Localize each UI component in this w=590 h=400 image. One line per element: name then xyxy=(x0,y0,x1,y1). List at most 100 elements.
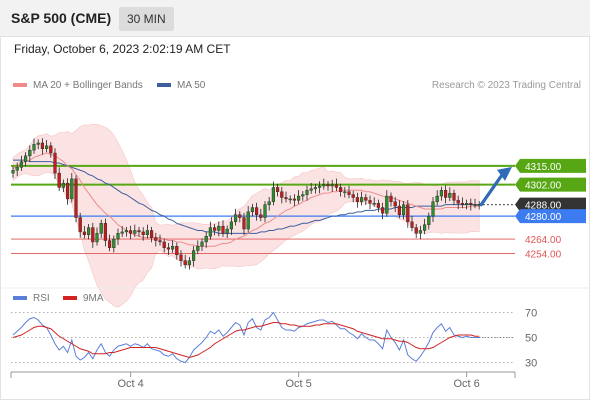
candle-body xyxy=(351,194,355,198)
candle-body xyxy=(225,228,229,234)
candle-body xyxy=(254,207,259,215)
candle xyxy=(402,201,406,220)
candle-body xyxy=(423,224,427,231)
legend-ma50: MA 50 xyxy=(157,80,205,91)
candle-body xyxy=(28,149,32,157)
candle-body xyxy=(154,237,158,241)
candle-body xyxy=(465,203,469,205)
level-tag-4288.00-bg xyxy=(515,197,586,212)
candle-body xyxy=(212,227,217,231)
candle-body xyxy=(435,195,439,202)
candle xyxy=(368,195,372,210)
level-tag-4254.00: 4254.00 xyxy=(525,249,562,260)
candle xyxy=(120,226,124,237)
candle-body xyxy=(196,246,200,251)
candle-body xyxy=(456,200,460,204)
candle-body xyxy=(217,225,221,231)
candle-body xyxy=(448,192,452,198)
candle-body xyxy=(204,236,208,243)
candle xyxy=(456,195,460,210)
candle xyxy=(250,203,254,217)
candle-body xyxy=(53,152,57,174)
ma50-swatch xyxy=(157,83,171,88)
candle xyxy=(410,215,414,232)
rsi-tick-50: 50 xyxy=(525,333,537,345)
candle-body xyxy=(473,204,477,206)
candle xyxy=(82,226,86,239)
candle xyxy=(28,145,32,162)
candle-body xyxy=(376,203,380,208)
candle-body xyxy=(326,184,330,187)
candle-body xyxy=(385,195,389,214)
candle-body xyxy=(82,231,86,235)
candle-body xyxy=(103,223,107,241)
candle-body xyxy=(372,203,376,205)
candle-body xyxy=(183,260,187,266)
candle xyxy=(376,199,380,213)
candle xyxy=(452,189,456,206)
candle-body xyxy=(191,250,196,261)
rsi-tick-30: 30 xyxy=(525,358,537,370)
projection-arrowhead xyxy=(497,166,512,181)
rsi-ma-swatch xyxy=(63,296,77,301)
candle-body xyxy=(233,214,238,223)
candle xyxy=(238,211,242,223)
candle-body xyxy=(124,230,128,233)
candle xyxy=(128,225,133,240)
candle-body xyxy=(91,227,95,243)
candle-body xyxy=(32,144,36,151)
candle-body xyxy=(86,227,91,235)
candle xyxy=(99,219,103,239)
research-credit: Research © 2023 Trading Central xyxy=(431,80,581,91)
candle xyxy=(179,250,183,267)
candle-body xyxy=(99,223,103,234)
x-tick-label: Oct 5 xyxy=(285,378,311,390)
candle-body xyxy=(414,227,418,234)
candle xyxy=(200,238,204,251)
candle xyxy=(166,242,170,256)
candle-body xyxy=(288,198,292,201)
interval-badge[interactable]: 30 MIN xyxy=(119,7,174,31)
candle-body xyxy=(187,260,191,266)
candle-body xyxy=(40,142,44,149)
candle-body xyxy=(229,221,233,230)
candle xyxy=(414,224,418,239)
candle-body xyxy=(313,187,317,190)
candle-body xyxy=(444,190,448,198)
candle xyxy=(334,178,338,192)
candle xyxy=(49,142,53,158)
candle-body xyxy=(200,241,204,247)
level-tag-4280.00: 4280.00 xyxy=(525,212,562,223)
candle-body xyxy=(381,207,385,214)
candle xyxy=(469,198,473,211)
candle xyxy=(343,187,347,198)
candle xyxy=(473,198,477,209)
candle-body xyxy=(11,170,15,174)
candle xyxy=(364,193,368,206)
candle xyxy=(32,138,36,154)
candle-body xyxy=(158,240,162,243)
candle xyxy=(86,224,91,240)
level-tag-4315.00-bg xyxy=(515,158,586,173)
candle-body xyxy=(137,230,141,233)
candle xyxy=(309,182,313,194)
legend-bollinger: MA 20 + Bollinger Bands xyxy=(13,80,143,91)
candle-body xyxy=(36,142,40,145)
candle xyxy=(355,192,359,208)
candle-body xyxy=(24,155,28,162)
candle xyxy=(149,226,154,243)
x-tick-label: Oct 6 xyxy=(453,378,479,390)
projection-arrow xyxy=(479,173,504,207)
candle-body xyxy=(339,187,343,192)
candle-body xyxy=(389,195,393,202)
candle xyxy=(439,186,443,201)
candle-body xyxy=(15,167,19,171)
candle-body xyxy=(107,240,112,248)
candle-body xyxy=(267,201,271,205)
candle-body xyxy=(95,233,99,243)
candle xyxy=(15,162,19,177)
candle xyxy=(427,212,431,230)
rsi-ma-line xyxy=(12,322,480,359)
candle-body xyxy=(149,230,154,238)
